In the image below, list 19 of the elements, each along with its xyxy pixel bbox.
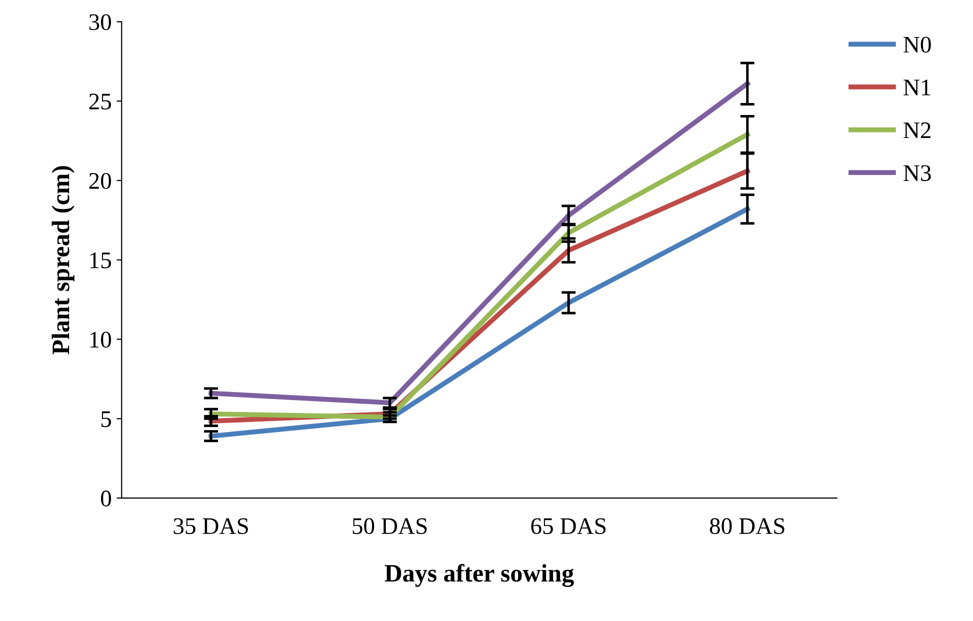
y-tick-label: 5 (101, 411, 111, 428)
y-axis-title: Plant spread (cm) (52, 166, 74, 354)
legend-label: N1 (904, 80, 930, 96)
line-series (208, 81, 750, 406)
x-tick-label: 35 DAS (174, 518, 248, 534)
y-tick-label: 0 (100, 490, 112, 506)
y-tick-label: 20 (89, 172, 112, 189)
x-tick-label: 50 DAS (352, 518, 427, 534)
x-axis-title: Days after sowing (384, 564, 574, 588)
x-tick-label: 80 DAS (710, 518, 784, 534)
legend-label: N0 (904, 36, 931, 53)
y-tick-label: 30 (89, 14, 112, 30)
x-tick-label: 65 DAS (531, 518, 606, 534)
y-tick-label: 10 (90, 332, 112, 348)
y-tick-label: 15 (90, 252, 111, 268)
y-tick-label: 25 (89, 94, 111, 110)
line-series (208, 206, 750, 439)
legend-label: N2 (904, 122, 930, 138)
legend-label: N3 (904, 165, 931, 182)
